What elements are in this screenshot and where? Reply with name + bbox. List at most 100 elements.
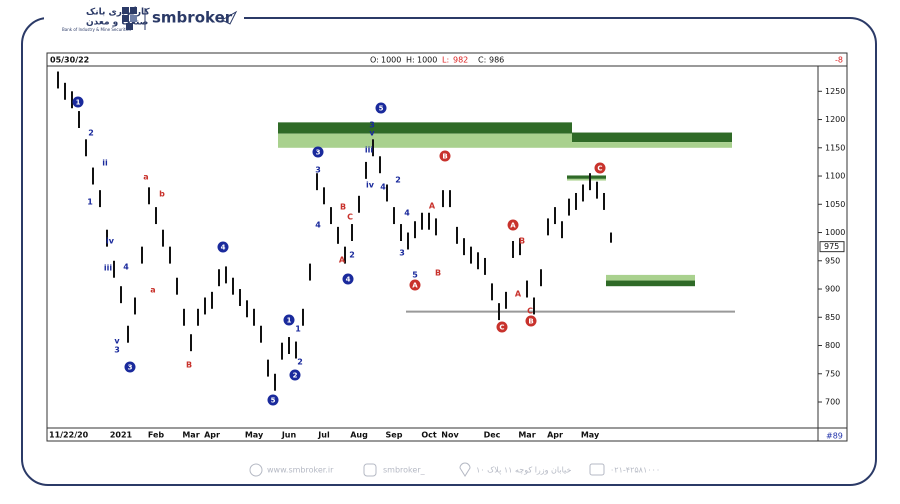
wave-marker — [289, 369, 301, 381]
wave-label: ii — [102, 159, 108, 168]
ohlc-value: 1000 — [417, 56, 437, 65]
wave-label: B — [442, 153, 447, 161]
zone — [606, 274, 695, 281]
phone: ۰۲۱-۴۲۵۸۱۰۰۰ — [610, 466, 660, 475]
x-tick-label: Nov — [441, 431, 459, 440]
wave-label: v — [369, 129, 375, 138]
wave-label: 4 — [380, 183, 386, 192]
wave-label: B — [186, 361, 192, 370]
wave-label: 3 — [399, 249, 405, 258]
wave-marker — [439, 150, 451, 162]
y-tick-label: 950 — [825, 256, 840, 265]
wave-label: 1 — [76, 99, 81, 107]
wave-label: 1 — [287, 317, 292, 325]
y-tick-label: 1150 — [825, 143, 845, 152]
y-tick-label: 700 — [825, 398, 840, 407]
wave-label: a — [143, 173, 148, 182]
wave-label: 5 — [379, 105, 384, 113]
x-tick-label: May — [245, 431, 264, 440]
wave-label: 5 — [271, 397, 276, 405]
wave-label: C — [347, 213, 353, 222]
wave-marker — [342, 273, 354, 285]
brand-icon — [220, 10, 238, 25]
wave-label: 3 — [128, 364, 133, 372]
wave-label: B — [519, 237, 525, 246]
x-tick-label: Sep — [386, 431, 403, 440]
address: خیابان وزرا کوچه ۱۱ پلاک ۱۰ — [476, 466, 571, 475]
ohlc-value: 986 — [489, 56, 504, 65]
wave-label: A — [429, 202, 436, 211]
bank-name: صنعت و معدن — [86, 18, 148, 28]
x-tick-label: Oct — [421, 431, 437, 440]
ohlc-readout: O: 1000 H: 1000 L: 982 C: 986 — [370, 56, 504, 65]
wave-label: 2 — [88, 129, 94, 138]
x-tick-label: Dec — [484, 431, 501, 440]
zone — [572, 132, 732, 143]
wave-label: 4 — [404, 209, 410, 218]
wave-label: iv — [106, 237, 115, 246]
wave-label: v — [114, 337, 120, 346]
x-tick-label: Feb — [148, 431, 165, 440]
wave-label: 4 — [315, 221, 321, 230]
bank-name: کارگزاری بانک — [86, 6, 150, 18]
wave-label: 3 — [369, 121, 375, 130]
zone — [567, 175, 606, 179]
y-tick-label: 1200 — [825, 115, 845, 124]
x-tick-label: Apr — [547, 431, 563, 440]
wave-label: iv — [366, 181, 375, 190]
x-tick-label: Apr — [204, 431, 220, 440]
brand: smbroker — [152, 9, 233, 27]
website: www.smbroker.ir — [267, 466, 334, 475]
bank-name-en: Bank of Industry & Mine Securities — [62, 27, 131, 32]
wave-marker — [594, 162, 606, 174]
wave-label: 2 — [349, 251, 355, 260]
instagram-icon — [363, 463, 377, 477]
wave-marker — [72, 96, 84, 108]
x-tick-label: May — [581, 431, 600, 440]
x-tick-label: Mar — [182, 431, 199, 440]
wave-label: C — [597, 165, 602, 173]
wave-label: 2 — [293, 372, 298, 380]
last-price-box — [819, 241, 845, 253]
wave-label: 1 — [295, 325, 301, 334]
wave-marker — [312, 146, 324, 158]
ohlc-value: 1000 — [381, 56, 401, 65]
ohlc-label: O: — [370, 56, 379, 65]
y-tick-label: 1250 — [825, 87, 845, 96]
y-tick-label: 800 — [825, 341, 840, 350]
wave-marker — [525, 315, 537, 327]
zone — [278, 122, 572, 134]
x-tick-label: Jun — [281, 431, 297, 440]
zone — [606, 280, 695, 287]
x-tick-label: Jul — [317, 431, 330, 440]
wave-label: 2 — [297, 358, 303, 367]
y-tick-label: 750 — [825, 369, 840, 378]
wave-label: B — [435, 269, 441, 278]
y-tick-label: 1100 — [825, 172, 845, 181]
wave-marker — [507, 219, 519, 231]
ohlc-label: C: — [478, 56, 486, 65]
y-tick-label: 1050 — [825, 200, 845, 209]
wave-label: 3 — [315, 166, 321, 175]
ohlc-label: H: — [406, 56, 415, 65]
wave-label: 3 — [114, 346, 120, 355]
wave-label: C — [527, 307, 533, 316]
plot — [57, 71, 735, 391]
wave-marker — [283, 314, 295, 326]
wave-label: A — [412, 282, 418, 290]
wave-label: A — [515, 290, 522, 299]
wave-label: C — [499, 324, 504, 332]
wave-label: 1 — [87, 198, 93, 207]
x-tick-label: Aug — [350, 431, 368, 440]
wave-label: b — [159, 190, 165, 199]
x-tick-label: Mar — [518, 431, 535, 440]
wave-label: 3 — [316, 149, 321, 157]
chart-frame — [46, 52, 848, 442]
bar-count: #89 — [826, 432, 843, 441]
change: -8 — [835, 56, 843, 65]
web-icon — [249, 463, 263, 477]
wave-marker — [267, 394, 279, 406]
wave-marker — [409, 279, 421, 291]
